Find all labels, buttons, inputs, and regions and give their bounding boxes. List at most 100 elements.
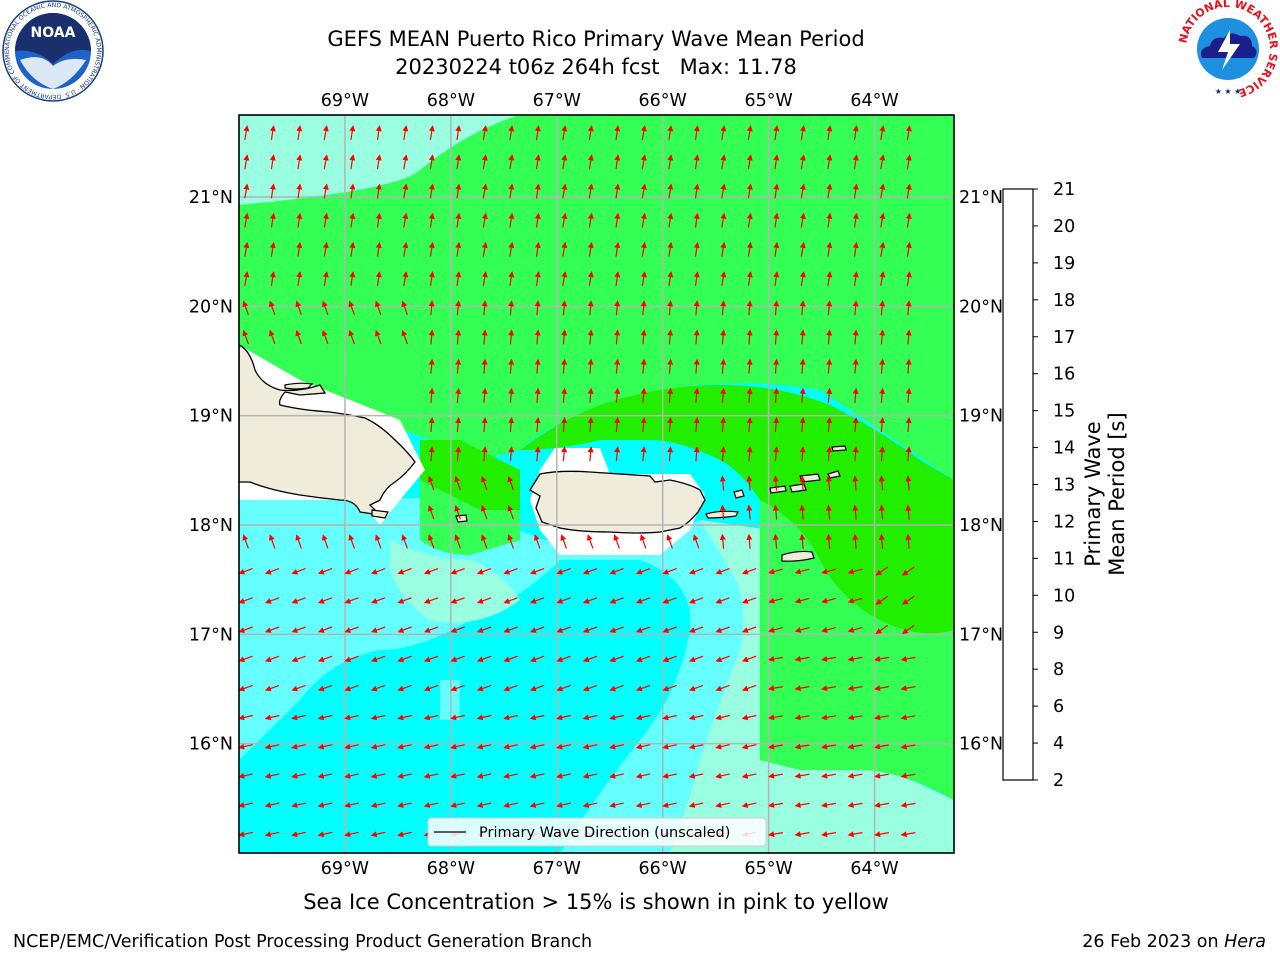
wave-arrow: [794, 685, 810, 692]
wave-arrow: [296, 212, 303, 228]
land-saona: [371, 509, 389, 519]
wave-arrow: [370, 802, 386, 808]
wave-arrow: [852, 533, 859, 549]
wave-arrow: [746, 125, 753, 140]
wave-arrow: [370, 684, 386, 692]
wave-arrow: [879, 125, 886, 141]
wave-arrow: [291, 626, 306, 633]
wave-arrow: [507, 505, 514, 520]
wave-arrow: [905, 533, 912, 549]
wave-arrow: [476, 772, 492, 779]
wave-arrow: [826, 329, 833, 345]
wave-arrow: [455, 387, 462, 403]
wave-arrow: [455, 358, 462, 374]
wave-arrow: [874, 801, 890, 808]
wave-arrow: [609, 772, 624, 779]
wave-arrow: [768, 772, 784, 779]
wave-arrow: [534, 241, 541, 257]
wave-arrow: [529, 714, 545, 721]
wave-arrow: [799, 271, 806, 287]
wave-arrow: [450, 802, 465, 808]
wave-arrow: [264, 684, 280, 692]
wave-arrow: [428, 183, 435, 199]
wave-arrow: [397, 655, 412, 663]
wave-arrow: [450, 772, 465, 779]
wave-arrow: [374, 329, 382, 345]
wave-arrow: [825, 533, 832, 549]
legend-label: Primary Wave Direction (unscaled): [479, 825, 730, 841]
field-8-9: [239, 498, 760, 853]
wave-arrow: [264, 802, 280, 808]
wave-arrow: [905, 475, 912, 491]
wave-arrow: [720, 387, 727, 403]
wave-arrow: [852, 212, 859, 228]
wave-arrow: [556, 655, 571, 663]
wave-arrow: [635, 626, 651, 633]
wave-arrow: [878, 504, 885, 520]
wave-arrow: [402, 271, 409, 287]
wave-arrow: [508, 417, 515, 433]
wave-arrow: [321, 300, 329, 316]
wave-arrow: [821, 831, 837, 838]
wave-arrow: [374, 300, 382, 316]
wave-arrow: [428, 446, 435, 462]
wave-arrow: [741, 772, 757, 779]
wave-arrow: [455, 212, 462, 228]
wave-arrow: [688, 714, 704, 721]
wave-arrow: [508, 125, 515, 140]
wave-arrow: [852, 329, 859, 345]
wave-arrow: [556, 743, 571, 750]
wave-arrow: [423, 597, 439, 604]
wave-arrow: [852, 358, 859, 374]
wave-arrow: [688, 597, 704, 604]
wave-arrow: [561, 125, 568, 141]
wave-arrow: [847, 831, 863, 838]
wave-arrow: [905, 300, 912, 316]
lat-ticks-left: 21°N 20°N 19°N 18°N 17°N 16°N: [189, 188, 233, 755]
wave-arrow: [268, 329, 276, 345]
colorbar-tick-label: 13: [1053, 476, 1075, 496]
wave-arrow: [614, 417, 621, 433]
wave-arrow: [847, 568, 863, 575]
wave-arrow: [317, 626, 333, 633]
wave-arrow: [794, 772, 810, 779]
lon-tick-label: 68°W: [427, 859, 475, 879]
wave-arrow: [609, 684, 624, 692]
wave-arrow: [715, 597, 730, 604]
land-st-thomas: [769, 485, 787, 494]
wave-arrow: [427, 505, 435, 520]
wave-arrow: [879, 183, 886, 199]
lon-tick-label: 65°W: [744, 91, 792, 111]
lat-tick-label: 18°N: [189, 516, 233, 536]
wave-arrow: [428, 125, 435, 140]
land-culebra: [733, 489, 745, 499]
wave-arrow: [635, 597, 651, 604]
wave-arrow: [556, 597, 571, 604]
wave-arrow: [291, 655, 306, 663]
wave-arrow: [481, 329, 488, 345]
wave-arrow: [587, 183, 594, 199]
wave-arrow: [794, 801, 810, 808]
wave-arrow: [852, 387, 859, 403]
wave-arrow: [667, 154, 674, 170]
wave-arrow: [264, 831, 280, 838]
wave-arrow: [243, 271, 250, 287]
wave-arrow: [900, 831, 916, 838]
wave-arrow: [826, 417, 833, 433]
wave-arrow: [508, 241, 515, 257]
wave-arrow: [291, 743, 306, 750]
wave-arrow: [529, 568, 545, 575]
wave-arrow: [239, 684, 253, 692]
wave-arrow: [746, 387, 753, 403]
wave-arrow: [556, 626, 571, 633]
colorbar-tick-label: 4: [1053, 734, 1064, 754]
wave-arrow: [640, 183, 647, 199]
wave-arrow: [534, 329, 541, 345]
wave-arrow: [264, 714, 280, 721]
wave-arrow: [614, 271, 621, 286]
wave-arrow: [533, 534, 541, 549]
wave-arrow: [688, 568, 704, 575]
wave-arrow: [450, 714, 465, 721]
wave-arrow: [322, 154, 329, 170]
